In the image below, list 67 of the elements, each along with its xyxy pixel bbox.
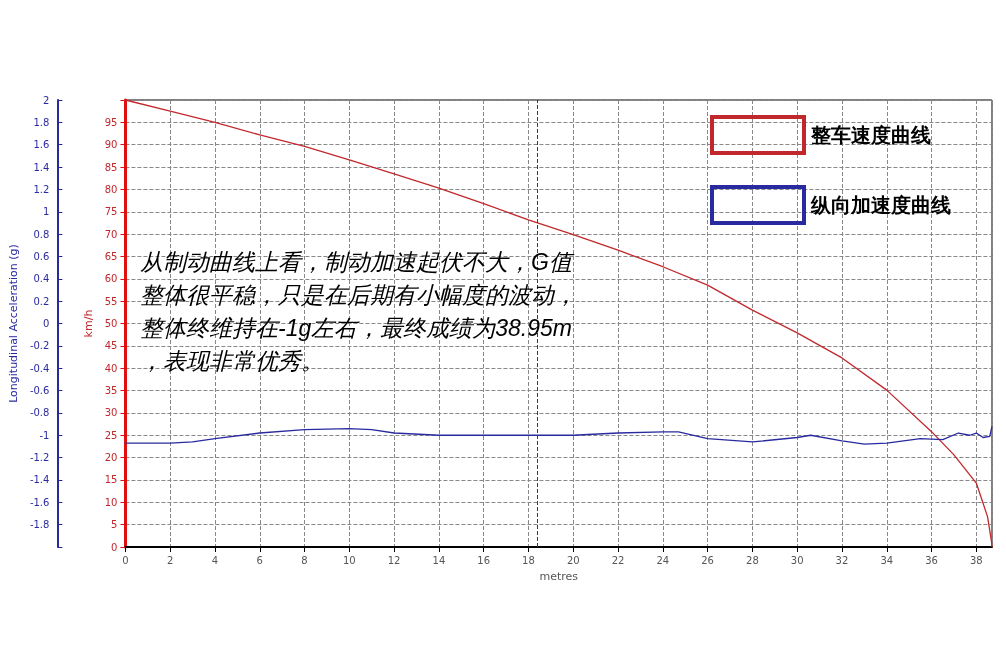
y-tick-label: 95 <box>104 116 118 128</box>
y2-tick-label: 0 <box>43 318 50 329</box>
y2-tick-label: -0.2 <box>29 340 50 352</box>
x-tick-label: 4 <box>211 554 219 566</box>
y-tick-label: 70 <box>104 228 118 240</box>
x-tick-label: 16 <box>477 554 491 566</box>
y-tick-label: 55 <box>104 295 118 307</box>
x-axis-title: metres <box>539 570 579 583</box>
x-tick-label: 38 <box>969 554 983 566</box>
x-tick-label: 26 <box>701 554 714 566</box>
x-tick-label: 8 <box>301 554 308 566</box>
x-tick-label: 18 <box>522 554 535 566</box>
y-tick-label: 45 <box>104 340 118 352</box>
y-tick-label: 0 <box>111 541 118 553</box>
x-tick-label: 34 <box>880 554 894 566</box>
legend-label: 纵向加速度曲线 <box>810 193 951 217</box>
x-tick-label: 14 <box>432 554 446 566</box>
y-tick-label: 10 <box>104 496 118 508</box>
y2-tick-label: 0.6 <box>33 250 50 262</box>
legend-label: 整车速度曲线 <box>810 123 931 147</box>
y2-tick-label: -1.4 <box>29 474 50 486</box>
y2-tick-label: -0.8 <box>29 407 50 419</box>
x-tick-label: 24 <box>656 554 670 566</box>
y2-tick-label: -1.2 <box>29 452 50 464</box>
y-tick-label: 90 <box>104 139 118 151</box>
y-tick-label: 25 <box>104 429 118 441</box>
x-tick-label: 20 <box>566 554 580 566</box>
y-tick-label: 80 <box>104 183 118 195</box>
x-tick-label: 32 <box>835 554 849 566</box>
y2-tick-label: -1 <box>39 429 50 441</box>
y-tick-label: 60 <box>104 273 118 285</box>
y2-tick-label: 1.8 <box>33 116 50 128</box>
y-tick-label: 75 <box>104 206 118 218</box>
y2-tick-label: 1.6 <box>33 139 50 151</box>
y2-tick-label: 0.2 <box>33 295 50 307</box>
y2-tick-label: -0.6 <box>29 385 50 397</box>
y2-tick-label: 0.8 <box>33 228 50 240</box>
y-tick-label: 30 <box>104 407 118 419</box>
x-tick-label: 28 <box>746 554 759 566</box>
y2-tick-label: 1 <box>43 206 50 218</box>
x-tick-label: 30 <box>790 554 804 566</box>
annotation: 从制动曲线上看，制动加速起伏不大，G值整体很平稳，只是在后期有小幅度的波动，整体终维持在-1g左右，最终成绩为38.95m，表现非常优秀。 <box>140 248 577 374</box>
y2-tick-label: 2 <box>43 94 50 106</box>
y2-tick-label: -0.4 <box>29 362 50 374</box>
y-tick-label: 85 <box>104 161 118 173</box>
y-axis-title: km/h <box>81 309 95 338</box>
x-tick-label: 36 <box>925 554 938 566</box>
y-tick-label: 65 <box>104 250 118 262</box>
x-tick-label: 22 <box>611 554 625 566</box>
y2-tick-label: 0.4 <box>33 273 50 285</box>
y2-axis-title: Longitudinal Acceleration (g) <box>7 244 20 403</box>
y2-tick-label: 1.4 <box>33 161 50 173</box>
x-tick-label: 0 <box>122 554 129 566</box>
x-tick-label: 6 <box>256 554 263 566</box>
y-tick-label: 15 <box>104 474 118 486</box>
y-tick-label: 35 <box>104 385 118 397</box>
y2-tick-label: 1.2 <box>33 183 50 195</box>
y2-tick-label: -1.8 <box>29 519 50 531</box>
y-tick-label: 20 <box>104 452 118 464</box>
y-tick-label: 40 <box>104 362 118 374</box>
x-tick-label: 2 <box>167 554 174 566</box>
y-tick-label: 50 <box>104 318 118 329</box>
x-tick-label: 10 <box>342 554 356 566</box>
y2-tick-label: -1.6 <box>29 496 50 508</box>
line-series <box>124 425 993 445</box>
y-tick-label: 5 <box>111 519 118 531</box>
x-tick-label: 12 <box>387 554 401 566</box>
